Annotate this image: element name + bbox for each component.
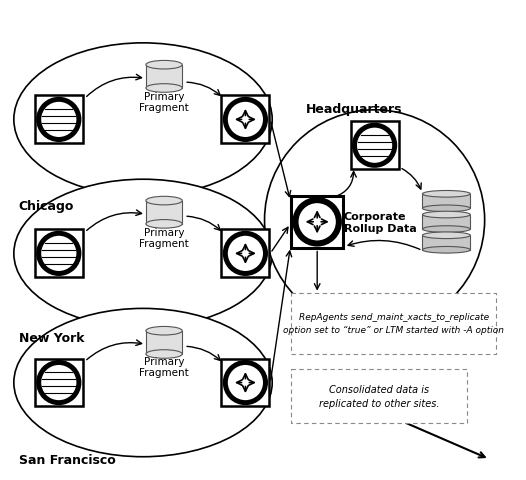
Ellipse shape — [146, 220, 182, 228]
Circle shape — [39, 100, 79, 140]
Circle shape — [225, 363, 266, 403]
Circle shape — [265, 110, 484, 330]
Ellipse shape — [146, 327, 182, 336]
Text: Chicago: Chicago — [18, 199, 74, 212]
Text: Primary
Fragment: Primary Fragment — [139, 227, 189, 249]
Ellipse shape — [146, 197, 182, 205]
Bar — [221, 230, 269, 278]
Ellipse shape — [422, 205, 470, 212]
Ellipse shape — [14, 180, 272, 328]
Bar — [422, 236, 470, 250]
Bar — [422, 215, 470, 229]
Circle shape — [355, 126, 394, 166]
Ellipse shape — [14, 44, 272, 196]
Bar — [351, 122, 399, 170]
Ellipse shape — [422, 191, 470, 198]
Text: Corporate
Rollup Data: Corporate Rollup Data — [344, 212, 417, 233]
Text: Headquarters: Headquarters — [306, 103, 402, 116]
Text: San Francisco: San Francisco — [18, 454, 115, 467]
Bar — [146, 331, 182, 354]
Bar — [35, 96, 83, 144]
Bar — [35, 230, 83, 278]
Bar — [291, 196, 343, 248]
Ellipse shape — [422, 212, 470, 218]
Circle shape — [39, 234, 79, 274]
Circle shape — [225, 100, 266, 140]
Ellipse shape — [146, 61, 182, 70]
Ellipse shape — [422, 247, 470, 253]
Text: New York: New York — [18, 331, 84, 344]
Ellipse shape — [146, 350, 182, 359]
Ellipse shape — [422, 226, 470, 233]
FancyBboxPatch shape — [291, 370, 468, 423]
Text: Primary
Fragment: Primary Fragment — [139, 92, 189, 113]
Bar — [221, 359, 269, 407]
Bar — [146, 201, 182, 224]
Circle shape — [225, 234, 266, 274]
Bar — [422, 194, 470, 209]
Bar — [146, 66, 182, 89]
Text: Primary
Fragment: Primary Fragment — [139, 356, 189, 378]
Circle shape — [39, 363, 79, 403]
Text: RepAgents send_maint_xacts_to_replicate
option set to “true” or LTM started with: RepAgents send_maint_xacts_to_replicate … — [283, 313, 504, 334]
Text: Consolidated data is
replicated to other sites.: Consolidated data is replicated to other… — [319, 384, 440, 408]
FancyBboxPatch shape — [291, 293, 496, 354]
Bar — [35, 359, 83, 407]
Circle shape — [296, 201, 339, 244]
Ellipse shape — [14, 309, 272, 457]
Ellipse shape — [146, 84, 182, 93]
Bar — [221, 96, 269, 144]
Ellipse shape — [422, 232, 470, 239]
